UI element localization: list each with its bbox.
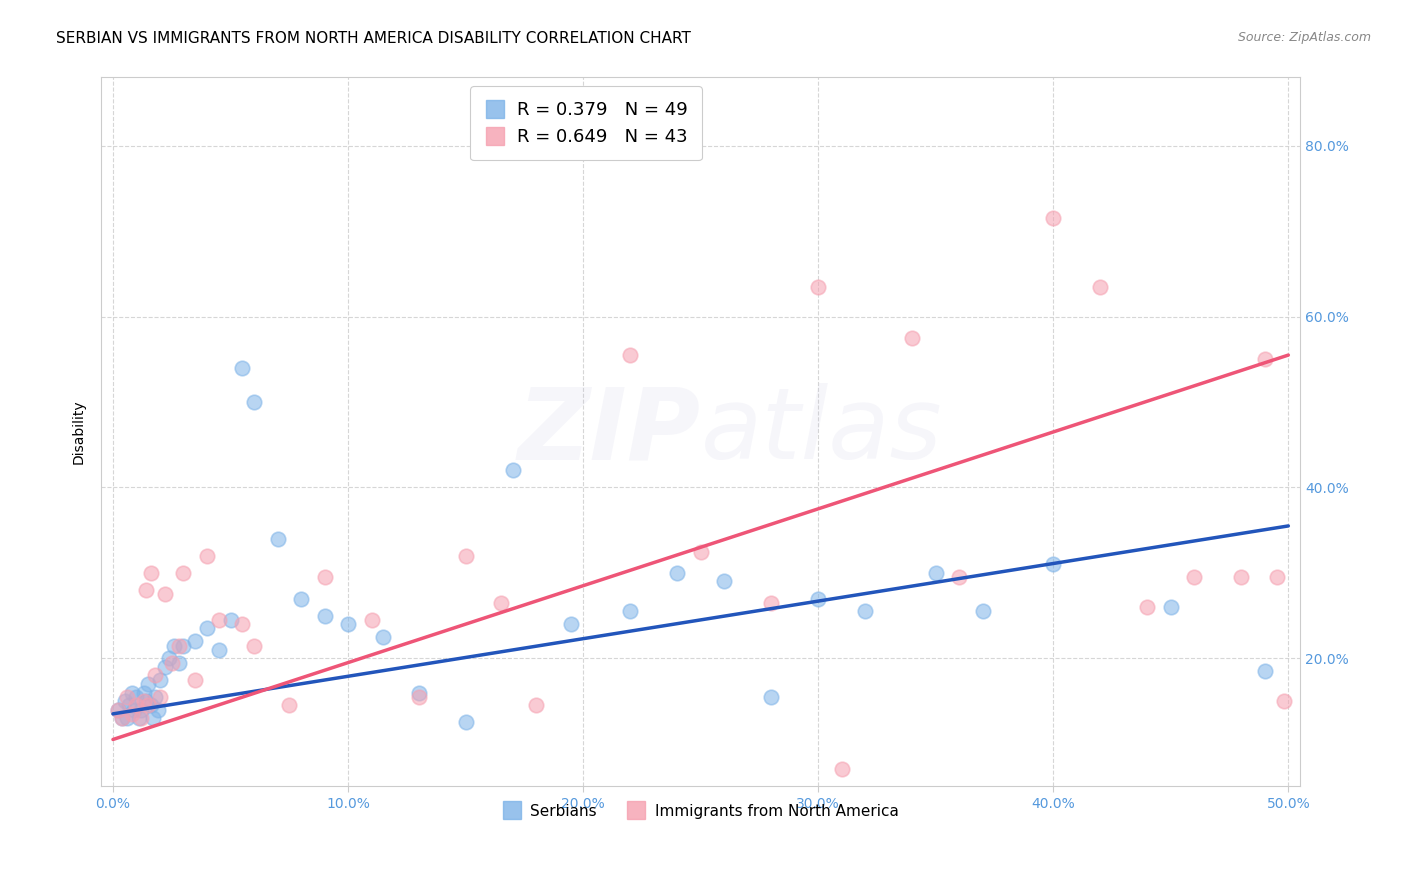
Point — [489, 596, 512, 610]
Point — [1160, 600, 1182, 615]
Point — [831, 763, 853, 777]
Text: ZIP: ZIP — [517, 384, 700, 481]
Point — [142, 711, 165, 725]
Point — [125, 698, 148, 713]
Point — [195, 622, 218, 636]
Point — [1182, 570, 1205, 584]
Point — [231, 360, 253, 375]
Point — [146, 703, 169, 717]
Point — [1042, 211, 1064, 226]
Point — [143, 668, 166, 682]
Point — [807, 591, 830, 606]
Point — [184, 634, 207, 648]
Point — [153, 587, 176, 601]
Point — [163, 639, 186, 653]
Point — [111, 711, 134, 725]
Point — [157, 651, 180, 665]
Point — [759, 690, 782, 704]
Point — [1254, 664, 1277, 678]
Point — [290, 591, 312, 606]
Point — [337, 617, 360, 632]
Point — [689, 544, 711, 558]
Point — [121, 685, 143, 699]
Point — [129, 711, 152, 725]
Point — [149, 690, 172, 704]
Point — [125, 690, 148, 704]
Point — [160, 656, 183, 670]
Point — [1272, 694, 1295, 708]
Point — [184, 673, 207, 687]
Point — [972, 604, 994, 618]
Point — [132, 694, 155, 708]
Point — [167, 639, 190, 653]
Point — [853, 604, 876, 618]
Point — [560, 617, 582, 632]
Point — [948, 570, 970, 584]
Point — [1254, 352, 1277, 367]
Point — [111, 711, 134, 725]
Point — [153, 660, 176, 674]
Point — [231, 617, 253, 632]
Point — [128, 711, 150, 725]
Point — [136, 698, 159, 713]
Point — [136, 677, 159, 691]
Point — [173, 639, 195, 653]
Point — [278, 698, 301, 713]
Point — [243, 395, 266, 409]
Point — [121, 706, 143, 721]
Point — [925, 566, 948, 580]
Point — [454, 549, 477, 563]
Point — [139, 698, 162, 713]
Point — [115, 690, 138, 704]
Text: SERBIAN VS IMMIGRANTS FROM NORTH AMERICA DISABILITY CORRELATION CHART: SERBIAN VS IMMIGRANTS FROM NORTH AMERICA… — [56, 31, 692, 46]
Text: Source: ZipAtlas.com: Source: ZipAtlas.com — [1237, 31, 1371, 45]
Point — [454, 715, 477, 730]
Point — [129, 703, 152, 717]
Point — [619, 348, 641, 362]
Point — [807, 279, 830, 293]
Text: atlas: atlas — [700, 384, 942, 481]
Point — [314, 608, 336, 623]
Point — [132, 685, 155, 699]
Point — [243, 639, 266, 653]
Point — [107, 703, 129, 717]
Point — [139, 566, 162, 580]
Point — [408, 685, 430, 699]
Point — [619, 604, 641, 618]
Point — [114, 694, 136, 708]
Point — [408, 690, 430, 704]
Point — [135, 582, 157, 597]
Point — [373, 630, 395, 644]
Y-axis label: Disability: Disability — [72, 400, 86, 464]
Point — [1136, 600, 1159, 615]
Point — [759, 596, 782, 610]
Point — [360, 613, 382, 627]
Point — [502, 463, 524, 477]
Point — [195, 549, 218, 563]
Point — [266, 532, 288, 546]
Point — [1042, 558, 1064, 572]
Point — [901, 331, 924, 345]
Point — [135, 694, 157, 708]
Point — [666, 566, 689, 580]
Point — [118, 698, 141, 713]
Point — [122, 703, 145, 717]
Point — [115, 711, 138, 725]
Point — [1230, 570, 1253, 584]
Point — [1265, 570, 1288, 584]
Point — [167, 656, 190, 670]
Point — [107, 703, 129, 717]
Point — [149, 673, 172, 687]
Point — [524, 698, 547, 713]
Point — [143, 690, 166, 704]
Legend: Serbians, Immigrants from North America: Serbians, Immigrants from North America — [496, 797, 905, 825]
Point — [219, 613, 242, 627]
Point — [173, 566, 195, 580]
Point — [713, 574, 735, 589]
Point — [208, 613, 231, 627]
Point — [208, 642, 231, 657]
Point — [1090, 279, 1112, 293]
Point — [314, 570, 336, 584]
